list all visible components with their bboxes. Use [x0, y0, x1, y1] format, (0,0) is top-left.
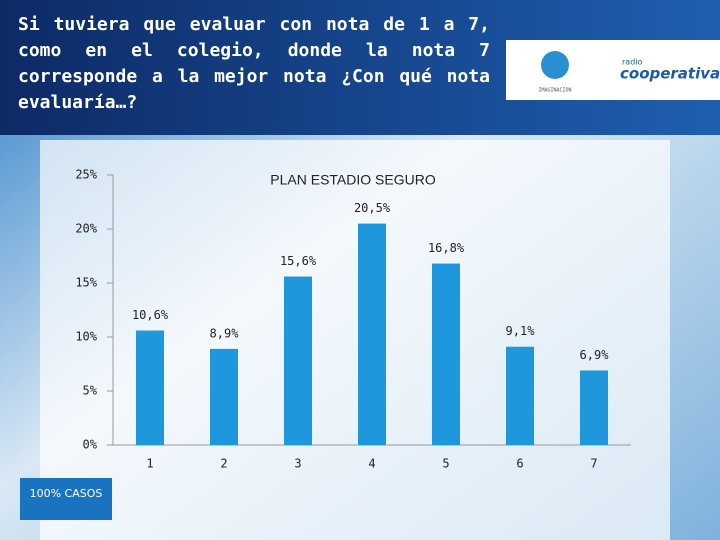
x-tick-label: 1 [146, 457, 153, 471]
x-tick-label: 2 [220, 457, 227, 471]
logo-box [506, 40, 720, 100]
x-tick-label: 5 [442, 457, 449, 471]
logo-left: IMAGINACION [538, 88, 571, 94]
bar [580, 370, 608, 445]
value-label: 16,8% [428, 241, 465, 255]
y-tick-label: 5% [83, 384, 98, 398]
bar [284, 276, 312, 445]
question: Si tuviera que evaluar con nota de 1 a 7… [18, 14, 490, 113]
bar [506, 346, 534, 445]
logo-top: radio [622, 58, 642, 67]
logo-icon [541, 51, 569, 79]
value-label: 15,6% [280, 254, 317, 268]
x-tick-label: 4 [368, 457, 375, 471]
note: 100% CASOS [30, 487, 103, 500]
y-tick-label: 10% [75, 330, 97, 344]
y-tick-label: 25% [75, 168, 97, 182]
bar [432, 263, 460, 445]
x-tick-label: 3 [294, 457, 301, 471]
logo-main: cooperativa [620, 65, 720, 83]
chart-title: PLAN ESTADIO SEGURO [270, 172, 436, 188]
note-box [20, 478, 112, 520]
y-tick-label: 0% [83, 438, 98, 452]
value-label: 8,9% [210, 326, 240, 340]
value-label: 10,6% [132, 308, 169, 322]
bar [210, 348, 238, 445]
y-tick-label: 20% [75, 222, 97, 236]
value-label: 6,9% [580, 348, 610, 362]
value-label: 20,5% [354, 201, 391, 215]
bar [136, 330, 164, 445]
value-label: 9,1% [506, 324, 536, 338]
y-tick-label: 15% [75, 276, 97, 290]
bar [358, 223, 386, 445]
x-tick-label: 6 [516, 457, 523, 471]
x-tick-label: 7 [590, 457, 597, 471]
panel [40, 140, 670, 540]
